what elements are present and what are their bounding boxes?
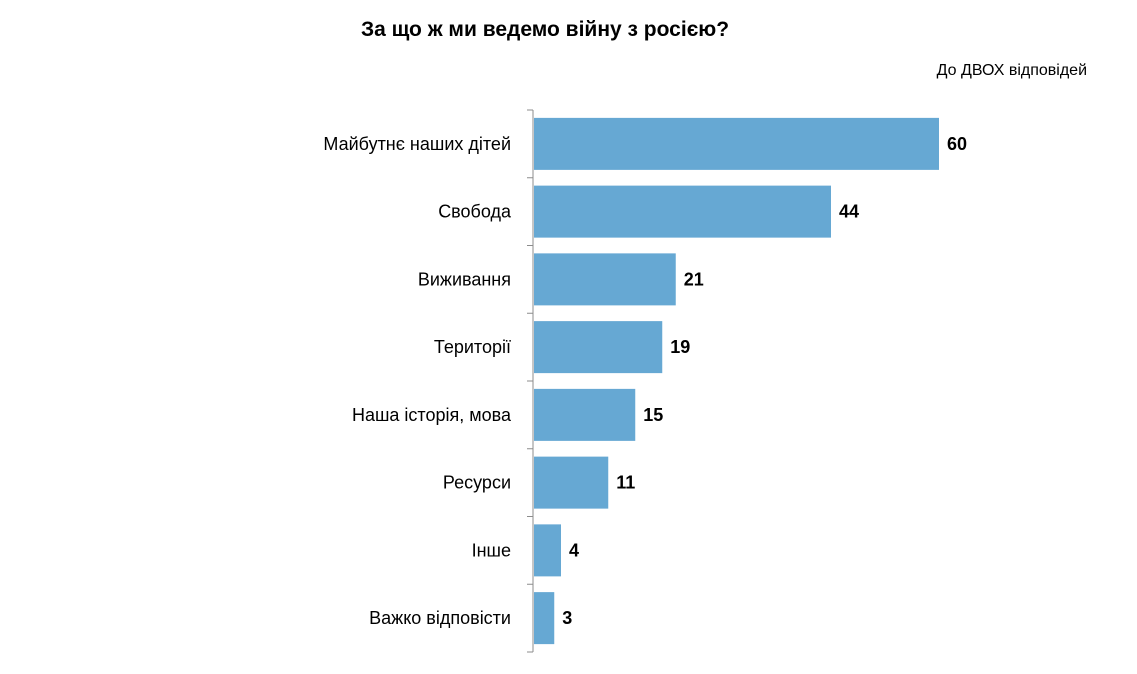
bar	[534, 592, 555, 645]
bar	[534, 117, 939, 170]
bar	[534, 456, 609, 509]
value-label: 44	[839, 202, 859, 222]
bar	[534, 253, 676, 306]
category-label: Свобода	[438, 202, 512, 222]
bar	[534, 524, 561, 577]
value-label: 21	[684, 269, 704, 289]
category-label: Інше	[472, 540, 511, 560]
category-label: Наша історія, мова	[352, 405, 512, 425]
bar	[534, 185, 831, 238]
value-label: 3	[562, 608, 572, 628]
category-label: Майбутнє наших дітей	[323, 134, 511, 154]
chart-title: За що ж ми ведемо війну з росією?	[360, 18, 730, 41]
category-label: Території	[434, 337, 511, 357]
value-label: 19	[670, 337, 690, 357]
category-label: Виживання	[418, 269, 511, 289]
value-label: 11	[616, 473, 635, 493]
bar	[534, 321, 663, 374]
bar	[534, 388, 636, 441]
chart-subtitle: До ДВОХ відповідей	[936, 62, 1087, 79]
value-label: 4	[569, 540, 579, 560]
value-label: 60	[947, 134, 967, 154]
category-label: Ресурси	[443, 473, 511, 493]
category-label: Важко відповісти	[369, 608, 511, 628]
value-label: 15	[643, 405, 663, 425]
